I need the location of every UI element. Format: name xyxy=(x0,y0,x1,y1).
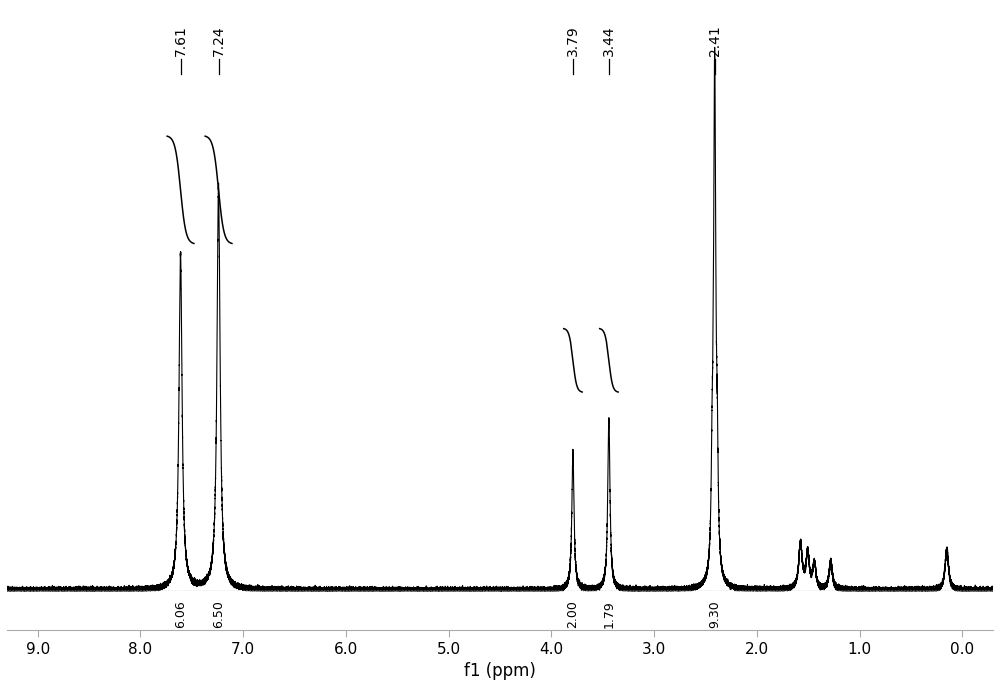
Text: 2.41: 2.41 xyxy=(708,25,722,56)
X-axis label: f1 (ppm): f1 (ppm) xyxy=(464,662,536,680)
Text: 3.79: 3.79 xyxy=(566,25,580,56)
Text: 7.61: 7.61 xyxy=(174,25,188,56)
Text: 1.79: 1.79 xyxy=(602,600,615,628)
Text: 7.24: 7.24 xyxy=(212,25,226,56)
Text: 6.06: 6.06 xyxy=(174,600,187,628)
Text: 9.30: 9.30 xyxy=(708,600,721,628)
Text: 6.50: 6.50 xyxy=(212,600,225,628)
Text: 3.44: 3.44 xyxy=(602,25,616,56)
Text: 2.00: 2.00 xyxy=(566,600,579,628)
